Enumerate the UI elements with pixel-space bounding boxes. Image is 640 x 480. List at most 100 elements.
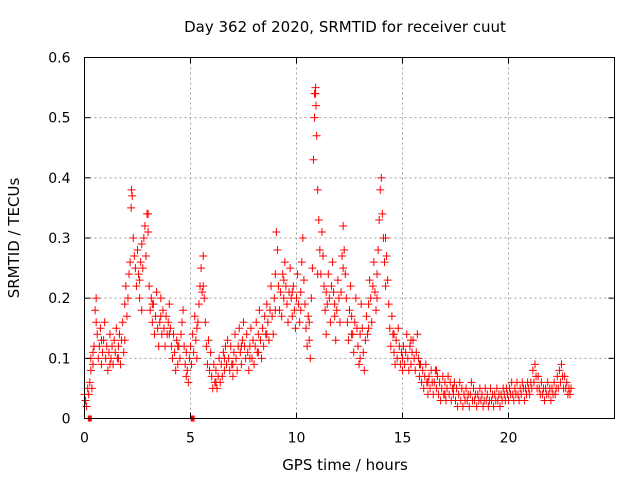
data-point [381, 282, 390, 291]
data-point [406, 360, 415, 369]
data-point [455, 378, 464, 387]
data-point [565, 390, 574, 399]
data-point [324, 270, 333, 279]
data-point [330, 300, 339, 309]
data-point [305, 318, 314, 327]
data-point [392, 336, 401, 345]
data-point [209, 360, 218, 369]
data-point [385, 324, 394, 333]
data-point [183, 366, 192, 375]
data-point [367, 318, 376, 327]
data-point [309, 155, 318, 164]
data-point [211, 366, 220, 375]
data-point [92, 294, 101, 303]
data-point [496, 402, 505, 411]
data-point [349, 348, 358, 357]
data-point [274, 282, 283, 291]
data-point [313, 270, 322, 279]
data-point [168, 354, 177, 363]
data-point [359, 348, 368, 357]
data-point [440, 390, 449, 399]
data-point [88, 348, 97, 357]
data-point [185, 354, 194, 363]
data-point [345, 306, 354, 315]
y-tick-label: 0.1 [48, 351, 70, 367]
data-point [121, 282, 130, 291]
data-point [194, 300, 203, 309]
data-point [137, 240, 146, 249]
data-point [323, 300, 332, 309]
data-point [192, 324, 201, 333]
data-point [279, 276, 288, 285]
data-point [312, 101, 321, 110]
x-tick-label: 0 [80, 431, 89, 447]
x-axis-ticks: 0 5 10 15 20 [80, 57, 517, 447]
data-point [237, 342, 246, 351]
data-point [164, 318, 173, 327]
data-point [256, 336, 265, 345]
data-point [186, 342, 195, 351]
data-point [346, 282, 355, 291]
data-point [365, 276, 374, 285]
data-point [284, 318, 293, 327]
data-point [262, 330, 271, 339]
data-point [339, 264, 348, 273]
data-point [418, 366, 427, 375]
data-point [155, 318, 164, 327]
data-point [246, 324, 255, 333]
data-point [295, 318, 304, 327]
data-point [268, 312, 277, 321]
data-point [147, 294, 156, 303]
data-point [322, 288, 331, 297]
data-point [271, 270, 280, 279]
data-point [281, 282, 290, 291]
data-point [100, 318, 109, 327]
data-point [140, 221, 149, 230]
data-point [384, 300, 393, 309]
data-point [413, 330, 422, 339]
data-point [127, 185, 136, 194]
data-point [156, 312, 165, 321]
data-point [270, 294, 279, 303]
data-point [122, 312, 131, 321]
data-point [276, 288, 285, 297]
data-point [114, 342, 123, 351]
data-point [250, 360, 259, 369]
data-point [243, 348, 252, 357]
data-point [213, 384, 221, 393]
data-point [136, 258, 145, 267]
data-point [360, 366, 369, 375]
data-point [357, 300, 366, 309]
data-point [297, 258, 306, 267]
data-point [87, 384, 96, 393]
data-point [267, 282, 276, 291]
x-axis-title: GPS time / hours [282, 456, 408, 474]
data-point [288, 312, 297, 321]
data-point [249, 336, 258, 345]
data-point [235, 324, 244, 333]
data-point [363, 330, 372, 339]
data-point [292, 294, 301, 303]
x-tick-label: 10 [288, 431, 306, 447]
data-point [332, 306, 341, 315]
data-point [462, 384, 471, 393]
data-point [339, 221, 348, 230]
data-point [244, 366, 253, 375]
data-point [137, 306, 146, 315]
data-point [350, 318, 359, 327]
data-point [237, 360, 246, 369]
data-point [381, 234, 390, 242]
data-point [189, 348, 198, 357]
data-point [165, 330, 174, 339]
data-point [567, 384, 576, 393]
data-point [302, 324, 311, 333]
data-point [280, 258, 289, 267]
data-point [139, 234, 148, 242]
data-point [118, 318, 127, 327]
data-point [179, 306, 188, 315]
data-point [277, 312, 286, 321]
data-point [415, 360, 424, 369]
data-point [82, 402, 91, 411]
data-point [233, 366, 242, 375]
